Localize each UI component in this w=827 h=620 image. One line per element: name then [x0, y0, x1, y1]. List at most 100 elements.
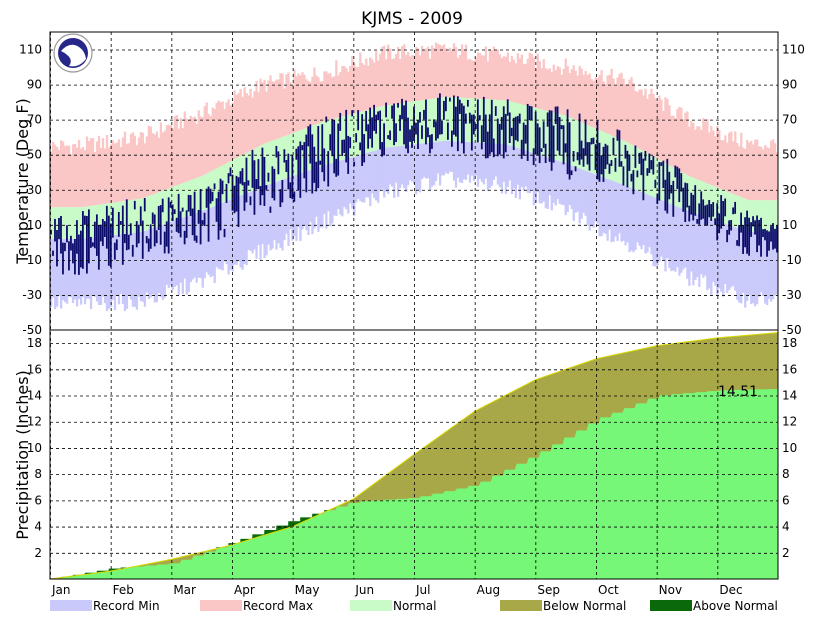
record-max-bar — [387, 44, 390, 106]
normal-bar — [430, 98, 434, 143]
record-min-bar — [758, 231, 761, 297]
record-max-bar — [183, 111, 186, 183]
record-max-bar — [678, 106, 681, 171]
precip-tick-left: 10 — [27, 441, 42, 455]
normal-bar — [179, 184, 182, 219]
normal-bar — [359, 111, 362, 155]
record-min-bar — [564, 163, 567, 216]
normal-bar — [201, 175, 204, 211]
record-min-bar — [544, 156, 547, 209]
normal-bar — [610, 135, 613, 181]
record-min-bar — [227, 200, 230, 275]
record-min-bar — [369, 151, 372, 207]
record-min-bar — [293, 175, 296, 236]
record-max-bar — [692, 122, 695, 178]
record-min-bar — [177, 219, 180, 295]
record-min-bar — [580, 169, 583, 219]
record-max-bar — [716, 125, 719, 188]
record-min-bar — [684, 209, 687, 268]
record-min-bar — [299, 173, 302, 241]
normal-bar — [163, 190, 166, 224]
normal-bar — [275, 139, 278, 182]
record-min-bar — [734, 227, 737, 291]
normal-bar — [175, 185, 178, 220]
record-min-bar — [560, 161, 563, 205]
record-min-bar — [239, 195, 242, 268]
record-min-bar — [568, 164, 571, 205]
record-min-bar — [335, 161, 338, 216]
record-min-bar — [97, 236, 101, 306]
normal-bar — [93, 205, 97, 238]
record-max-bar — [594, 77, 597, 129]
normal-bar — [754, 200, 757, 232]
record-min-bar — [301, 172, 304, 230]
record-min-bar — [424, 142, 428, 179]
record-min-bar — [716, 220, 719, 296]
normal-bar — [520, 104, 524, 150]
normal-bar — [141, 198, 145, 232]
record-min-bar — [271, 183, 274, 249]
normal-bar — [385, 105, 388, 148]
record-max-bar — [522, 63, 525, 105]
record-max-bar — [480, 55, 484, 99]
record-max-bar — [93, 151, 97, 206]
normal-bar — [760, 200, 763, 232]
record-max-bar — [502, 56, 506, 101]
record-min-bar — [538, 154, 541, 204]
record-min-bar — [606, 178, 609, 241]
noaa-logo-icon — [53, 33, 93, 73]
record-max-bar — [323, 71, 326, 122]
normal-bar — [748, 200, 751, 232]
record-max-bar — [652, 93, 655, 157]
record-max-bar — [596, 78, 599, 130]
record-max-bar — [766, 147, 769, 201]
record-max-bar — [740, 132, 743, 198]
normal-bar — [554, 113, 557, 160]
record-min-bar — [167, 222, 170, 288]
normal-bar — [706, 183, 709, 218]
record-min-bar — [285, 178, 288, 234]
record-max-bar — [614, 85, 617, 138]
record-max-bar — [113, 143, 117, 203]
temp-tick-right: 70 — [782, 113, 797, 127]
record-max-bar — [135, 145, 139, 200]
normal-bar — [381, 106, 384, 149]
record-max-bar — [163, 130, 166, 191]
record-min-bar — [367, 152, 370, 198]
record-min-bar — [632, 188, 635, 253]
normal-bar — [750, 200, 753, 232]
record-max-bar — [89, 138, 93, 206]
record-min-bar — [297, 174, 300, 228]
record-min-bar — [476, 142, 480, 187]
record-min-bar — [149, 228, 153, 298]
record-min-bar — [574, 166, 577, 213]
record-max-bar — [514, 63, 518, 103]
record-min-bar — [115, 234, 119, 296]
record-max-bar — [187, 120, 190, 182]
record-max-bar — [159, 122, 162, 192]
record-min-bar — [203, 210, 206, 279]
record-min-bar — [221, 202, 224, 271]
record-max-bar — [243, 87, 246, 154]
record-max-bar — [446, 51, 450, 98]
temperature-panel — [50, 42, 779, 312]
record-max-bar — [229, 105, 232, 162]
record-min-bar — [331, 162, 334, 224]
normal-bar — [448, 97, 452, 141]
normal-bar — [273, 140, 276, 183]
normal-bar — [153, 193, 157, 228]
record-min-bar — [744, 230, 747, 308]
record-max-bar — [315, 75, 318, 125]
record-max-bar — [169, 125, 172, 188]
record-min-bar — [420, 143, 424, 180]
record-min-bar — [652, 196, 655, 267]
record-min-bar — [371, 151, 374, 194]
record-min-bar — [283, 178, 286, 241]
record-min-bar — [468, 142, 472, 183]
record-min-bar — [393, 146, 396, 198]
record-max-bar — [313, 67, 316, 126]
normal-bar — [217, 167, 220, 205]
normal-bar — [155, 193, 159, 227]
record-max-bar — [730, 131, 733, 194]
record-min-bar — [139, 231, 143, 302]
